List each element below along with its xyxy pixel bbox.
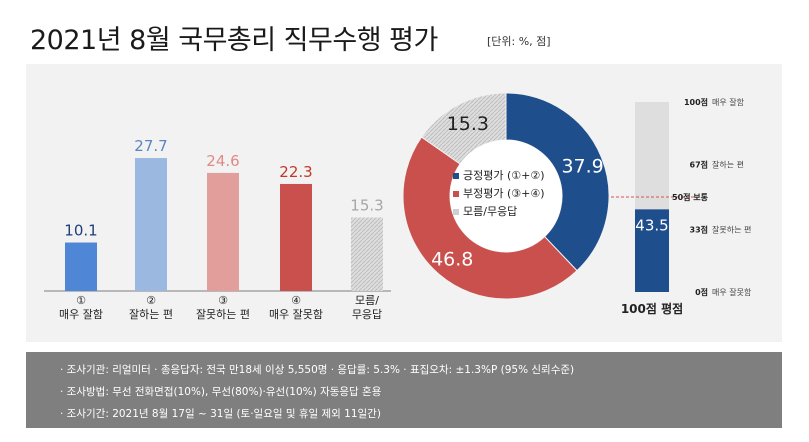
survey-footer: · 조사기관: 리얼미터 · 총응답자: 전국 만18세 이상 5,550명 ·… [26, 352, 782, 428]
score-bar [635, 209, 669, 292]
score-tick-desc-2: 잘하는 편 [712, 160, 744, 170]
score-tick-2: 67점 [690, 160, 709, 170]
score-tick-1: 100점 [684, 97, 708, 107]
bar-value-5: 15.3 [350, 197, 383, 215]
legend-swatch-3 [453, 209, 459, 215]
bar-5 [351, 217, 383, 291]
bar-category-num-1: ① [76, 294, 86, 307]
bar-category-label-5: 무응답 [352, 308, 382, 321]
donut-value-1: 37.9 [561, 155, 603, 177]
bar-value-3: 24.6 [206, 152, 239, 170]
bar-value-2: 27.7 [134, 137, 167, 155]
legend-label-2: 부정평가 (③+④) [463, 187, 545, 200]
donut-value-3: 15.3 [447, 113, 489, 135]
legend-swatch-1 [453, 173, 459, 179]
bar-4 [280, 183, 312, 291]
score-tick-desc-4: 잘못하는 편 [712, 224, 751, 234]
score-title: 100점 평점 [621, 301, 683, 316]
unit-label: [단위: %, 점] [487, 35, 551, 48]
bar-2 [135, 158, 167, 291]
footer-line-method: · 조사방법: 무선 전화면접(10%), 무선(80%)·유선(10%) 자동… [60, 386, 382, 398]
score-tick-desc-1: 매우 잘함 [712, 98, 745, 107]
bar-category-label-2: 잘하는 편 [129, 307, 173, 321]
bar-3 [207, 172, 239, 291]
score-tick-3: 50점 보통 [672, 192, 709, 202]
bar-category-num-4: ④ [291, 294, 301, 307]
score-tick-5: 0점 [695, 287, 708, 297]
bar-category-num-3: ③ [218, 294, 228, 307]
legend-swatch-2 [453, 191, 459, 197]
footer-line-agency: · 조사기관: 리얼미터 · 총응답자: 전국 만18세 이상 5,550명 ·… [60, 364, 575, 376]
donut-hole [450, 140, 562, 252]
bar-value-4: 22.3 [279, 163, 312, 181]
bar-category-num-2: ② [146, 294, 156, 307]
legend-label-1: 긍정평가 (①+②) [463, 169, 545, 182]
bar-category-label-4: 매우 잘못함 [269, 308, 323, 321]
chart-panel: 10.1 ① 매우 잘함 27.7 ② 잘하는 편 24.6 ③ 잘못하는 편 22.3 ④ 매우 잘… [26, 64, 782, 342]
bar-category-label-3: 잘못하는 편 [196, 307, 250, 321]
bar-value-1: 10.1 [64, 222, 97, 240]
legend-label-3: 모름/무응답 [463, 205, 517, 218]
bar-1 [65, 242, 97, 291]
bar-category-num-5: 모름/ [355, 294, 379, 307]
score-tick-desc-5: 매우 잘못함 [712, 288, 752, 297]
bar-category-label-1: 매우 잘함 [59, 308, 103, 321]
score-tick-4: 33점 [690, 224, 709, 234]
score-value: 43.5 [635, 216, 668, 234]
donut-value-2: 46.8 [431, 249, 473, 271]
footer-line-period: · 조사기간: 2021년 8월 17일 ~ 31일 (토·일요일 및 휴일 제… [60, 408, 381, 420]
chart-title: 2021년 8월 국무총리 직무수행 평가 [30, 25, 438, 56]
